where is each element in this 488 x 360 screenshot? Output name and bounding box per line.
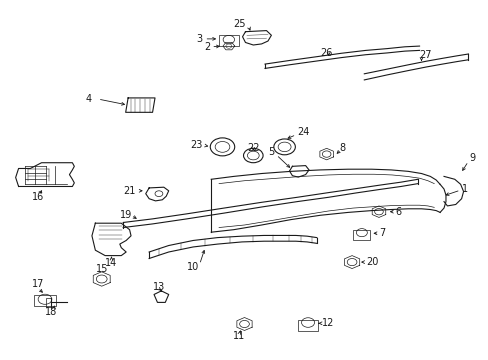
Text: 23: 23: [190, 140, 203, 150]
Text: 3: 3: [196, 34, 203, 44]
Text: 26: 26: [320, 48, 332, 58]
Text: 4: 4: [85, 94, 92, 104]
Text: 22: 22: [246, 143, 259, 153]
Text: 20: 20: [365, 257, 377, 267]
Text: 11: 11: [232, 330, 244, 341]
Text: 1: 1: [461, 184, 468, 194]
Bar: [34, 295, 56, 306]
Bar: [46, 298, 51, 307]
Text: 21: 21: [123, 186, 136, 196]
Text: 2: 2: [203, 42, 210, 52]
Bar: [352, 230, 370, 240]
Text: 25: 25: [232, 19, 245, 30]
Text: 10: 10: [186, 262, 199, 272]
Bar: [297, 320, 318, 331]
Text: 9: 9: [468, 153, 475, 163]
Text: 19: 19: [120, 210, 132, 220]
Text: 12: 12: [321, 318, 333, 328]
Text: 18: 18: [45, 307, 58, 318]
Text: 17: 17: [32, 279, 44, 289]
Text: 16: 16: [32, 192, 44, 202]
Text: 13: 13: [152, 282, 165, 292]
Text: 24: 24: [297, 127, 309, 138]
Text: 6: 6: [394, 207, 401, 217]
Text: 7: 7: [378, 228, 385, 238]
Bar: [219, 35, 238, 46]
Text: 27: 27: [419, 50, 431, 60]
Text: 14: 14: [105, 258, 118, 268]
Text: 15: 15: [95, 264, 108, 274]
Text: 5: 5: [268, 147, 274, 157]
Text: 8: 8: [339, 143, 346, 153]
